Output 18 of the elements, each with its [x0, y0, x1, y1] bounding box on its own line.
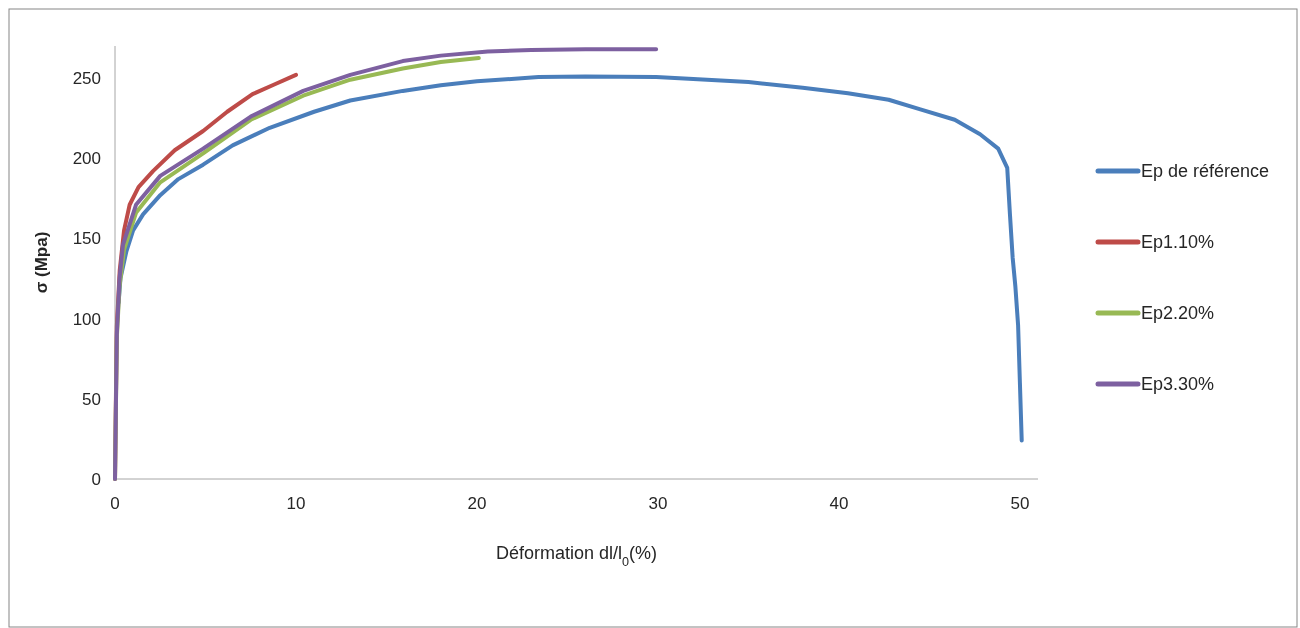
y-tick-label: 100 [72, 309, 101, 329]
y-axis-title: σ (Mpa) [32, 231, 51, 294]
y-tick-label: 250 [72, 69, 101, 89]
y-tick-label: 200 [72, 149, 101, 169]
x-tick-label: 0 [110, 494, 120, 513]
y-tick-label: 50 [82, 389, 101, 409]
x-tick-label: 10 [286, 494, 306, 513]
y-tick-label: 0 [91, 469, 101, 489]
x-tick-label: 50 [1010, 494, 1030, 513]
x-axis-title: Déformation dl/l$_{0}$(%) [495, 543, 658, 569]
x-tick-label: 40 [829, 494, 849, 513]
legend-label: Ep2.20% [1141, 303, 1215, 324]
x-tick-label: 30 [648, 494, 668, 513]
legend-label: Ep3.30% [1141, 374, 1215, 395]
legend-label: Ep1.10% [1141, 232, 1215, 253]
x-tick-label: 20 [467, 494, 487, 513]
y-tick-label: 150 [72, 229, 101, 249]
legend-label: Ep de référence [1141, 161, 1270, 182]
